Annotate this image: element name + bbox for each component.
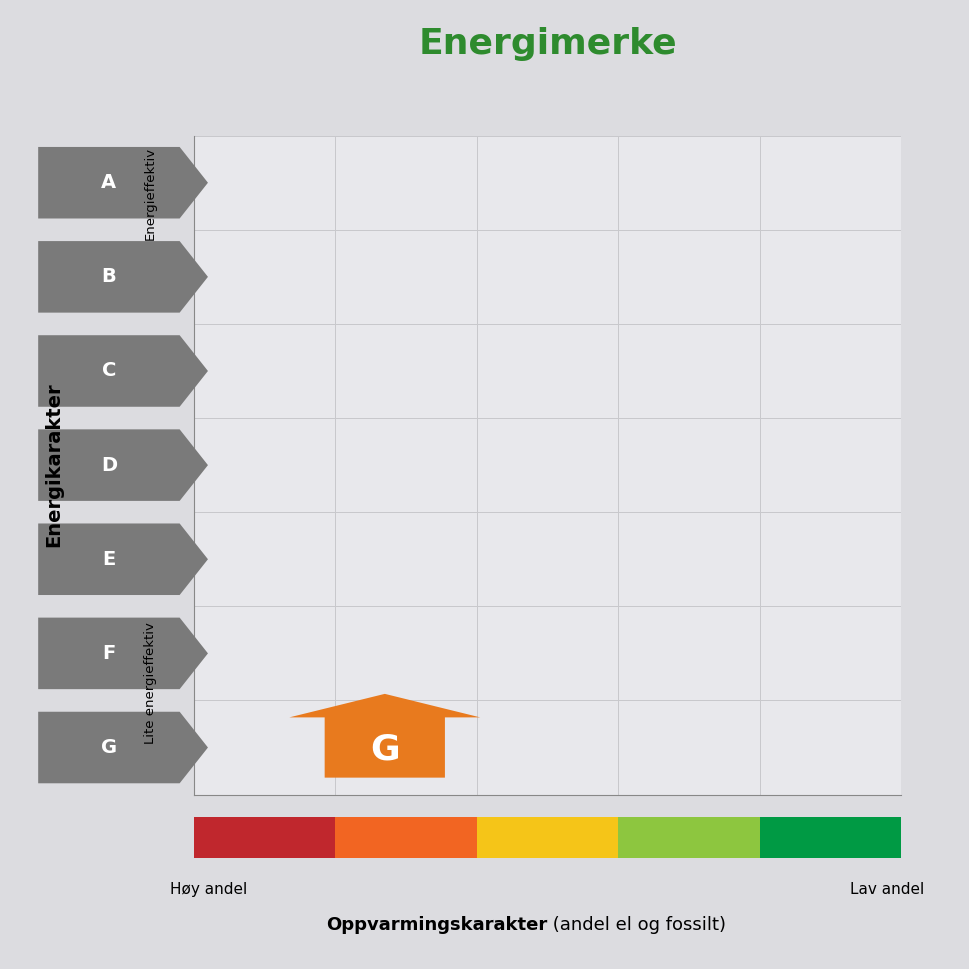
Polygon shape <box>38 712 208 783</box>
Text: D: D <box>101 455 117 475</box>
Text: Energieffektiv: Energieffektiv <box>143 147 157 240</box>
Text: F: F <box>103 643 115 663</box>
Text: Oppvarmingskarakter: Oppvarmingskarakter <box>327 917 547 934</box>
Text: Lav andel: Lav andel <box>850 882 923 897</box>
Text: G: G <box>370 733 399 766</box>
Text: E: E <box>103 549 115 569</box>
Text: B: B <box>102 267 116 287</box>
Text: C: C <box>102 361 116 381</box>
Polygon shape <box>38 617 208 689</box>
Text: Energikarakter: Energikarakter <box>44 383 63 547</box>
Text: Lite energieffektiv: Lite energieffektiv <box>143 622 157 744</box>
Text: (andel el og fossilt): (andel el og fossilt) <box>547 917 727 934</box>
Text: Høy andel: Høy andel <box>170 882 247 897</box>
Polygon shape <box>38 241 208 313</box>
Text: G: G <box>101 738 117 757</box>
Polygon shape <box>38 429 208 501</box>
Polygon shape <box>38 523 208 595</box>
Polygon shape <box>38 147 208 218</box>
Polygon shape <box>290 694 481 778</box>
Polygon shape <box>38 335 208 407</box>
Text: Energimerke: Energimerke <box>419 26 676 61</box>
Text: A: A <box>102 173 116 192</box>
